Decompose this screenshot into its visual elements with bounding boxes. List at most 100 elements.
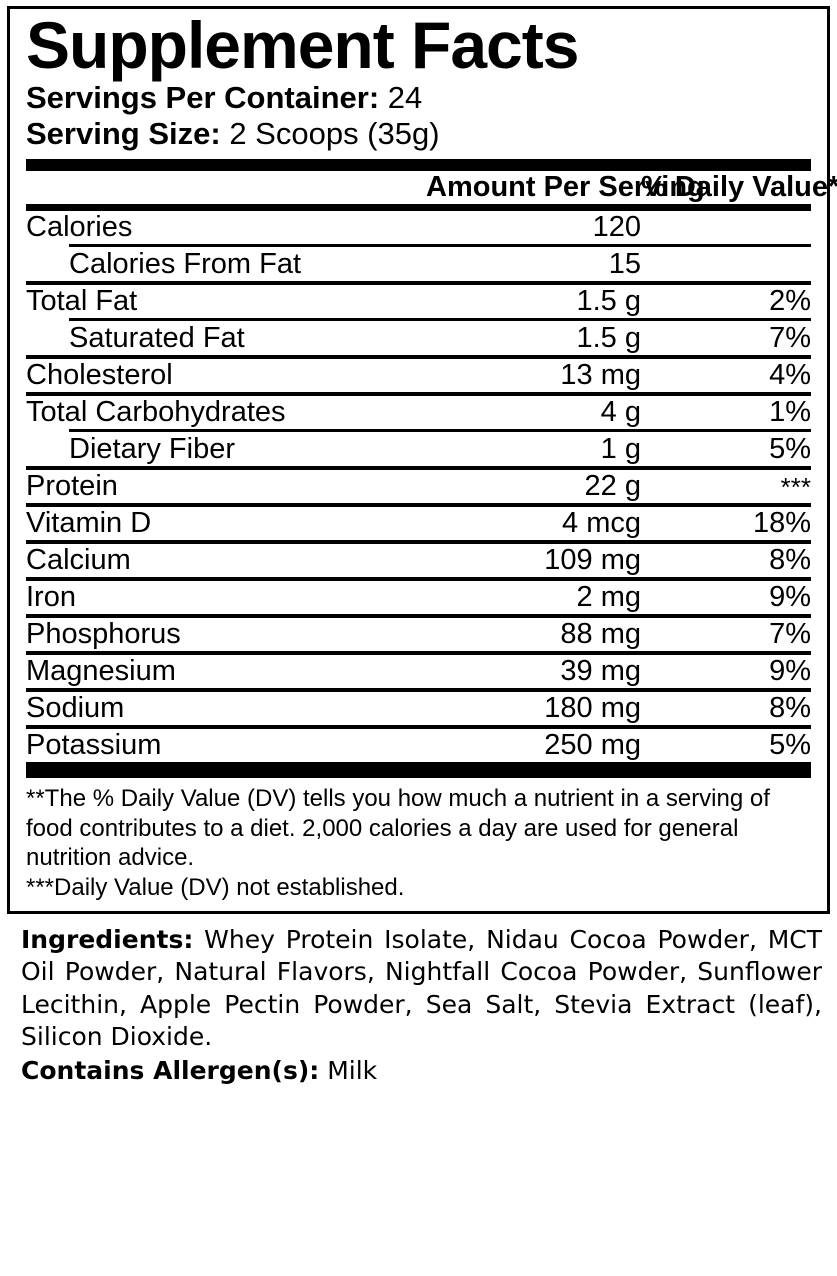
table-row: Iron 2 mg 9% [26,581,811,614]
nutrient-name: Sodium [26,691,125,724]
nutrient-name: Potassium [26,728,162,761]
nutrient-amount: 15 [608,247,641,280]
row-divider [26,280,811,285]
nutrient-name: Magnesium [26,654,176,687]
nutrient-name: Iron [26,580,76,613]
nutrient-amount: 1 g [600,432,641,465]
allergen-line: Contains Allergen(s): Milk [21,1055,822,1088]
allergen-label: Contains Allergen(s): [21,1055,320,1085]
nutrient-daily-value: 1% [769,395,811,428]
nutrient-daily-value [641,248,811,281]
nutrient-daily-value: 9% [769,654,811,687]
supplement-facts-panel: Supplement Facts Servings Per Container:… [7,6,837,914]
footnotes: **The % Daily Value (DV) tells you how m… [26,778,811,911]
nutrient-name: Cholesterol [26,358,173,391]
header-spacer [26,171,426,204]
nutrient-amount: 88 mg [560,617,641,650]
row-divider-indented [26,243,811,248]
divider-thick-top [26,158,811,171]
nutrient-amount: 2 mg [576,580,641,613]
nutrient-name: Calories From Fat [69,247,302,280]
footnote-not-established: ***Daily Value (DV) not established. [26,874,405,902]
nutrient-amount: 13 mg [560,358,641,391]
row-divider [26,539,811,544]
serving-info: Servings Per Container: 24 Serving Size:… [26,80,811,153]
nutrition-table: Amount Per Serving % Daily Value** Calor… [26,170,837,766]
nutrient-daily-value: 8% [769,691,811,724]
row-divider-indented [26,317,811,322]
table-row: Calcium 109 mg 8% [26,544,811,577]
nutrient-name: Protein [26,469,118,502]
nutrient-daily-value: 8% [769,543,811,576]
table-row: Protein 22 g *** [26,470,811,503]
nutrition-table-body: Calories 120 Calories From Fat 15 Total Fat 1… [26,203,811,766]
row-divider [26,613,811,618]
table-row: Total Fat 1.5 g 2% [26,285,811,318]
header-amount-per-serving: Amount Per Serving [426,170,705,203]
nutrient-amount: 22 g [584,469,641,502]
nutrient-daily-value: 5% [769,728,811,761]
nutrient-daily-value: 7% [769,321,811,354]
ingredients-text: Whey Protein Isolate, Nidau Cocoa Powder… [21,924,823,1052]
nutrient-name: Total Carbohydrates [26,395,286,428]
nutrient-amount: 250 mg [544,728,641,761]
nutrient-name: Saturated Fat [69,321,245,354]
nutrient-amount: 4 g [600,395,641,428]
nutrient-daily-value: 2% [769,284,811,317]
ingredients-label: Ingredients: [21,924,194,954]
table-row: Vitamin D 4 mcg 18% [26,507,811,540]
nutrient-name: Calories [26,210,133,243]
row-divider [26,650,811,655]
table-row: Calories From Fat 15 [26,248,811,281]
nutrient-name: Calcium [26,543,131,576]
nutrient-daily-value [641,211,811,244]
nutrient-amount: 180 mg [544,691,641,724]
table-row: Cholesterol 13 mg 4% [26,359,811,392]
row-divider-indented [26,428,811,433]
nutrient-amount: 109 mg [544,543,641,576]
nutrient-amount: 1.5 g [576,284,642,317]
serving-size-line: Serving Size: 2 Scoops (35g) [26,116,811,153]
row-divider [26,391,811,396]
ingredients-line: Ingredients: Whey Protein Isolate, Nidau… [21,924,822,1054]
page-title: Supplement Facts [26,8,579,82]
row-divider [26,354,811,359]
nutrient-daily-value: 18% [752,506,811,539]
row-divider [26,502,811,507]
ingredients-section: Ingredients: Whey Protein Isolate, Nidau… [7,914,830,1088]
nutrient-name: Total Fat [26,284,138,317]
table-header-row: Amount Per Serving % Daily Value** [26,170,837,204]
nutrient-daily-value: 7% [769,617,811,650]
row-divider [26,203,811,211]
table-row: Potassium 250 mg 5% [26,729,811,762]
nutrient-name: Phosphorus [26,617,181,650]
footnote-daily-value: **The % Daily Value (DV) tells you how m… [26,784,770,872]
servings-per-container-label: Servings Per Container: [26,79,380,115]
table-row: Dietary Fiber 1 g 5% [26,433,811,466]
row-divider [26,687,811,692]
table-row: Calories 120 [26,211,811,244]
nutrient-amount: 4 mcg [562,506,641,539]
table-row: Phosphorus 88 mg 7% [26,618,811,651]
allergen-text: Milk [327,1055,378,1085]
nutrient-amount: 120 [592,210,641,243]
nutrient-amount: 1.5 g [576,321,642,354]
nutrient-daily-value: 5% [769,432,811,465]
serving-size-label: Serving Size: [26,116,221,152]
table-row: Sodium 180 mg 8% [26,692,811,725]
row-divider [26,465,811,470]
servings-per-container-line: Servings Per Container: 24 [26,80,811,117]
table-row: Total Carbohydrates 4 g 1% [26,396,811,429]
row-divider [26,724,811,729]
nutrient-name: Vitamin D [26,506,152,539]
nutrient-name: Dietary Fiber [69,432,235,465]
nutrient-daily-value: *** [780,471,811,502]
header-percent-daily-value: % Daily Value** [641,170,837,203]
servings-per-container-value: 24 [387,79,423,115]
table-row: Magnesium 39 mg 9% [26,655,811,688]
nutrient-daily-value: 4% [769,358,811,391]
table-row: Saturated Fat 1.5 g 7% [26,322,811,355]
row-divider [26,576,811,581]
divider-thick-bottom [26,765,811,778]
